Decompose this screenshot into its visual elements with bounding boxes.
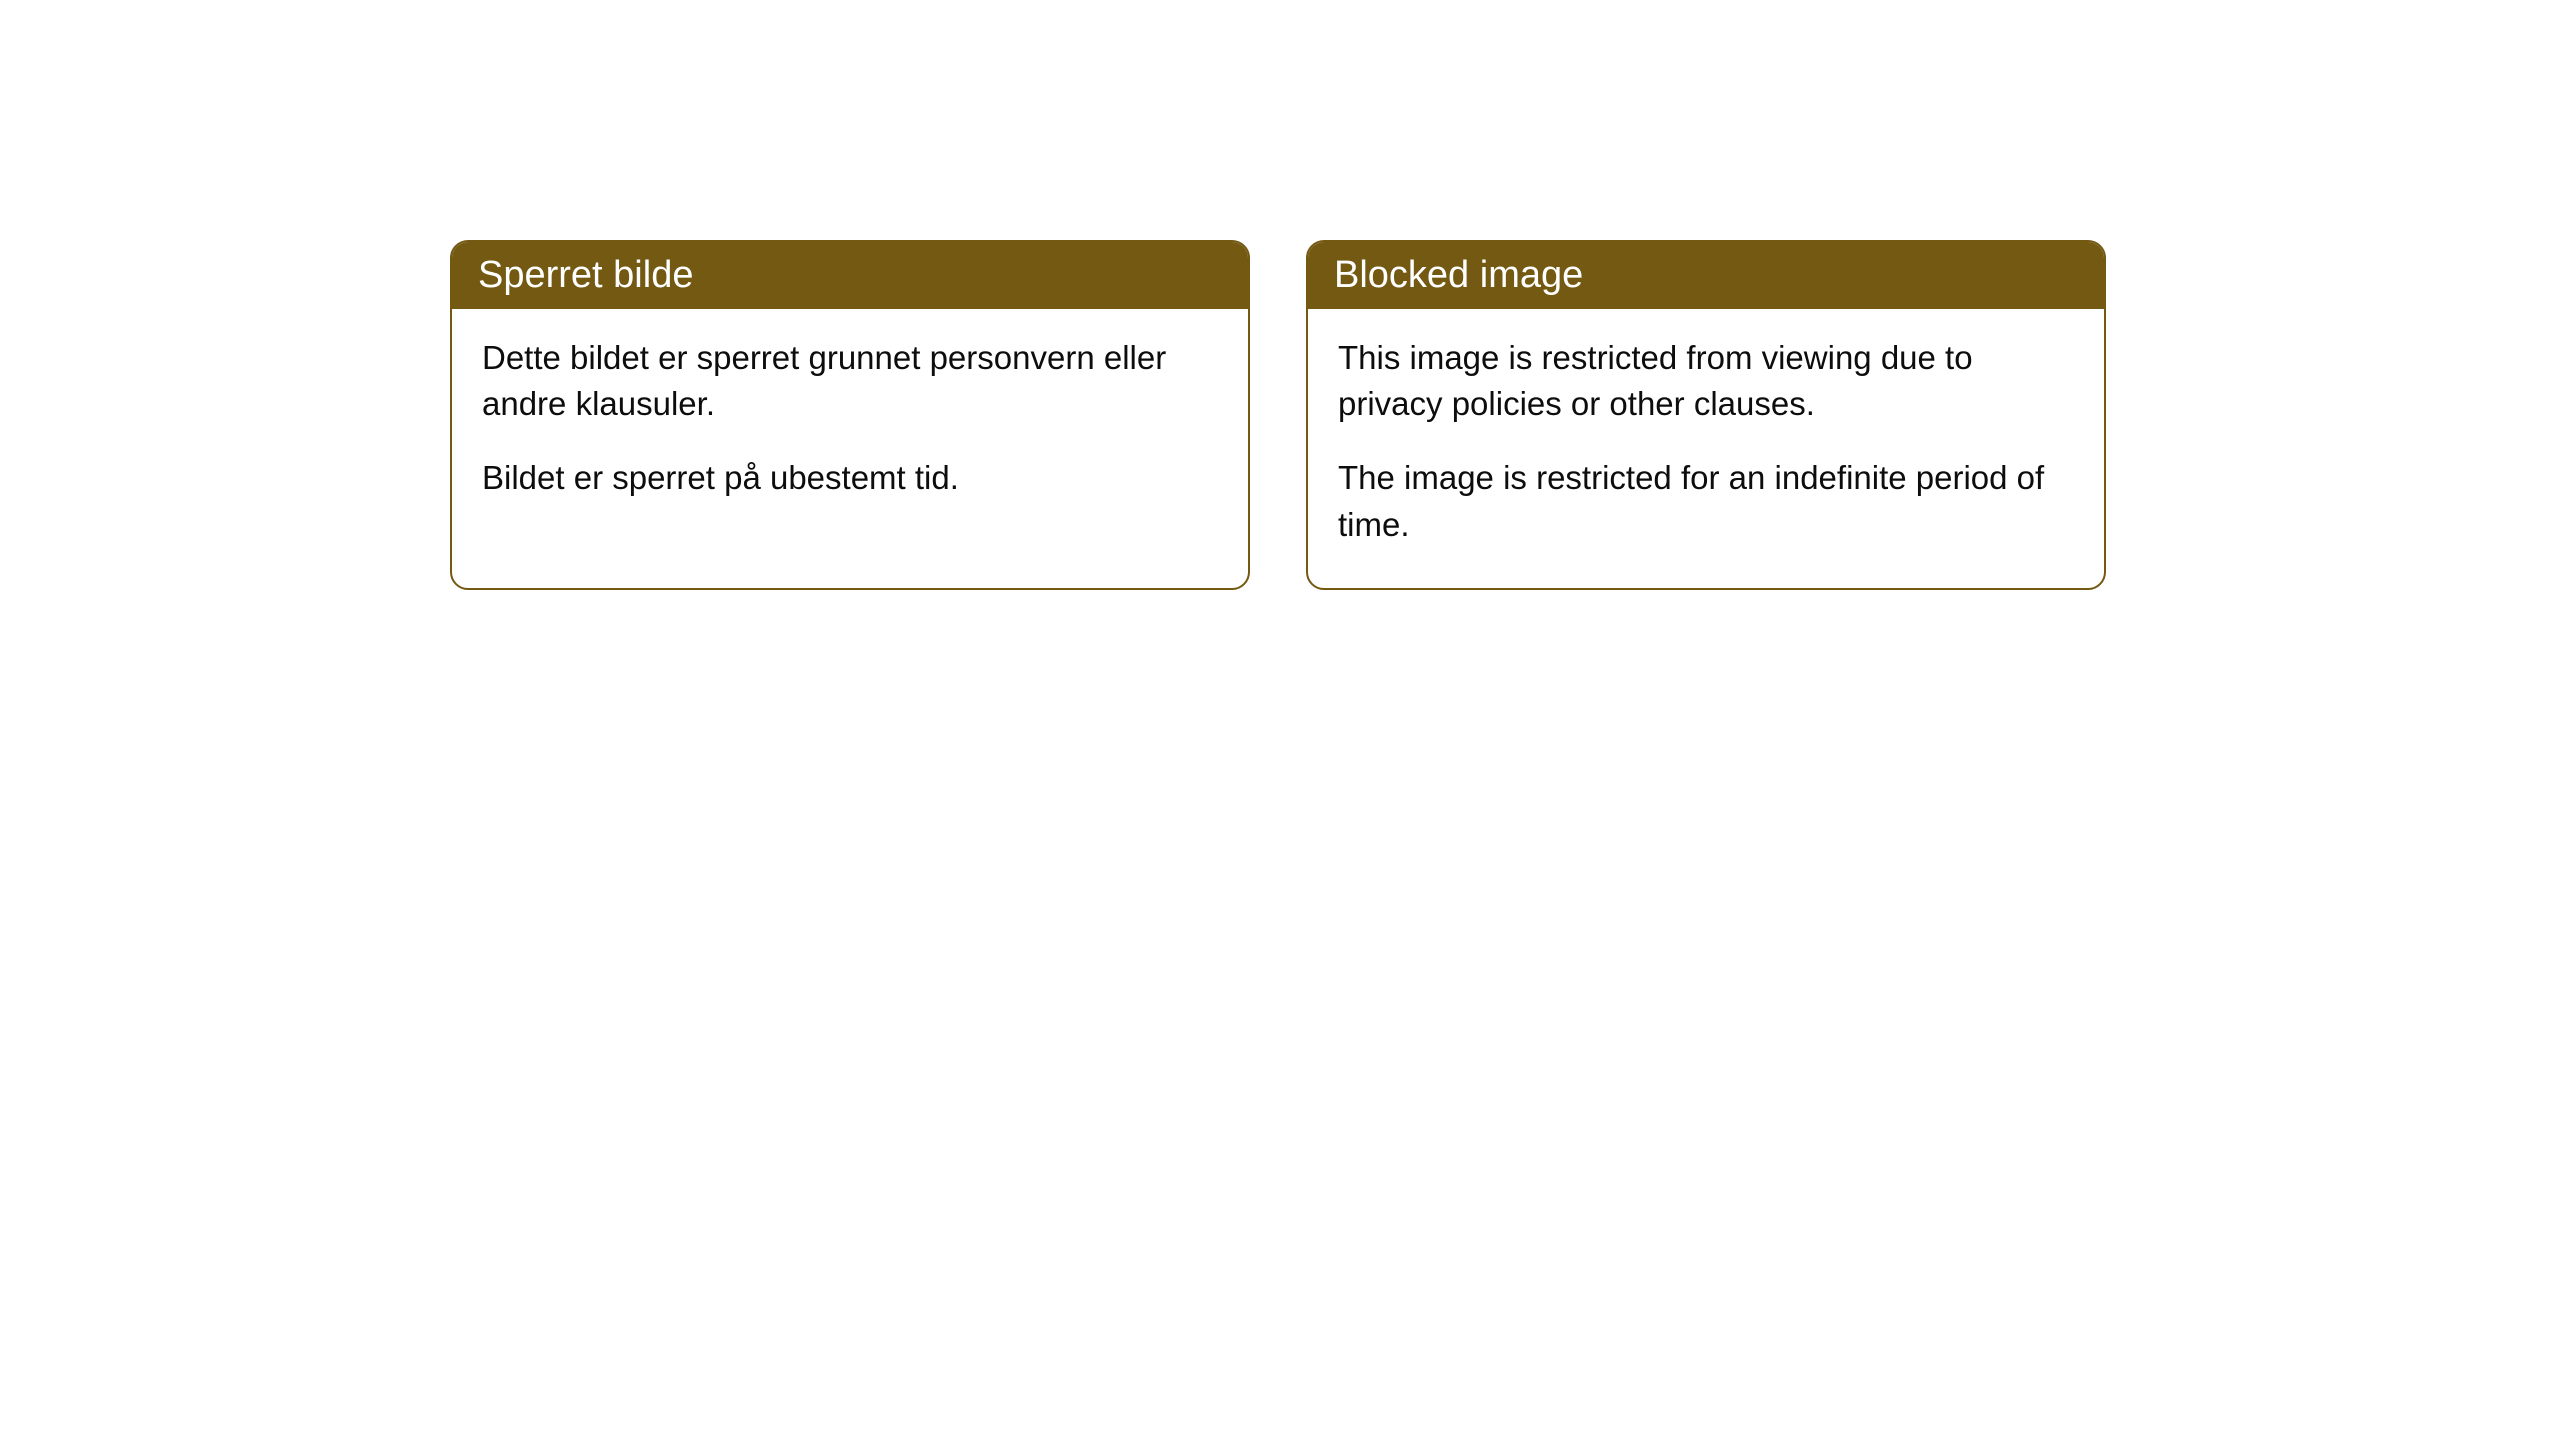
card-body: Dette bildet er sperret grunnet personve… — [452, 309, 1248, 542]
notice-cards-container: Sperret bilde Dette bildet er sperret gr… — [0, 0, 2560, 590]
card-paragraph: The image is restricted for an indefinit… — [1338, 455, 2074, 547]
card-title: Blocked image — [1334, 254, 1583, 296]
card-title: Sperret bilde — [478, 254, 693, 296]
card-header: Blocked image — [1308, 242, 2104, 309]
card-paragraph: Bildet er sperret på ubestemt tid. — [482, 455, 1218, 501]
card-header: Sperret bilde — [452, 242, 1248, 309]
card-body: This image is restricted from viewing du… — [1308, 309, 2104, 588]
blocked-image-card-norwegian: Sperret bilde Dette bildet er sperret gr… — [450, 240, 1250, 590]
card-paragraph: This image is restricted from viewing du… — [1338, 335, 2074, 427]
card-paragraph: Dette bildet er sperret grunnet personve… — [482, 335, 1218, 427]
blocked-image-card-english: Blocked image This image is restricted f… — [1306, 240, 2106, 590]
